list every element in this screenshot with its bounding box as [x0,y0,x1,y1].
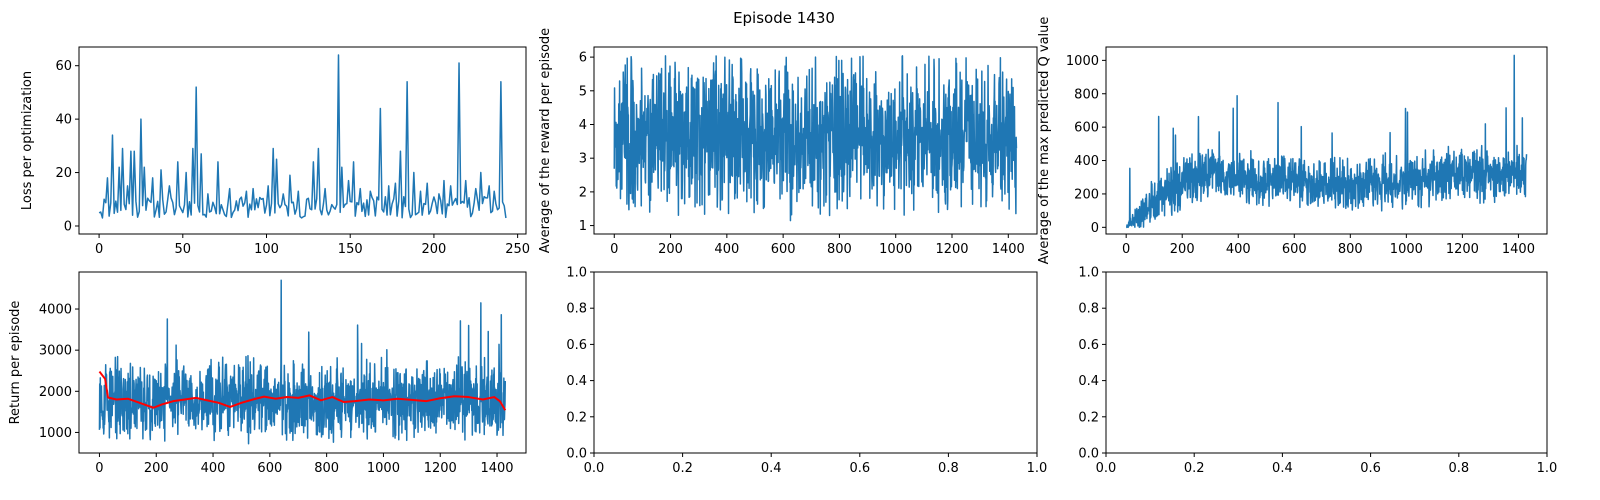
axes-frame [78,46,527,235]
y-tick-label: 1.0 [1078,266,1099,281]
x-tick-label: 200 [144,461,169,476]
y-tick-label: 800 [1074,87,1099,102]
x-tick-label: 100 [254,242,279,257]
y-axis-label: Average of the reward per episode [538,28,553,253]
axes-frame [1105,271,1548,454]
x-tick-label: 0 [610,242,618,257]
x-tick-label: 1000 [1390,242,1423,257]
axes-frame [593,46,1038,235]
y-tick-label: 0.8 [566,302,587,317]
x-tick-label: 400 [1226,242,1251,257]
x-tick-label: 1400 [480,461,513,476]
y-tick-label: 3000 [39,344,72,359]
axes-frame [78,271,527,454]
y-tick-label: 6 [579,51,587,66]
x-tick-label: 800 [314,461,339,476]
y-tick-label: 1 [579,219,587,234]
y-tick-label: 0.6 [1078,338,1099,353]
x-tick-label: 600 [257,461,282,476]
subplot-loss: 0 50 100 150 200 250 0 20 40 60 Loss per optimizat… [20,46,530,257]
y-tick-label: 20 [55,166,72,181]
x-tick-label: 200 [1170,242,1195,257]
y-tick-label: 1.0 [566,266,587,281]
subplot-avg-reward: 0 200 400 600 800 1000 1200 1400 1 2 3 4 5 6 Average o… [538,28,1038,257]
x-tick-label: 0.0 [584,461,605,476]
y-tick-label: 60 [55,59,72,74]
x-tick-label: 250 [505,242,530,257]
y-axis-label: Average of the max predicted Q value [1037,17,1052,265]
x-tick-label: 1000 [367,461,400,476]
y-tick-label: 0 [1091,221,1099,236]
x-tick-label: 0.6 [849,461,870,476]
y-tick-label: 0.0 [566,447,587,462]
x-tick-label: 0.8 [938,461,959,476]
axes-frame [1105,46,1548,235]
y-tick-label: 40 [55,113,72,128]
x-tick-label: 0.4 [761,461,782,476]
series-line-avg-reward [613,55,1018,222]
x-tick-label: 600 [1282,242,1307,257]
x-tick-label: 1200 [1446,242,1479,257]
x-tick-label: 1000 [879,242,912,257]
subplot-empty-1: 0.0 0.2 0.4 0.6 0.8 1.0 0.0 0.2 0.4 0.6 0.8 1.0 [566,266,1047,477]
x-tick-label: 800 [1338,242,1363,257]
x-tick-label: 200 [422,242,447,257]
x-tick-label: 200 [658,242,683,257]
x-tick-label: 1400 [992,242,1025,257]
x-tick-label: 1.0 [1537,461,1558,476]
x-tick-label: 1400 [1502,242,1535,257]
y-tick-label: 0.4 [1078,374,1099,389]
x-tick-label: 0.0 [1096,461,1117,476]
x-tick-label: 0 [95,461,103,476]
series-line-max-q [1125,54,1528,229]
y-tick-label: 1000 [1066,54,1099,69]
y-tick-label: 3 [579,152,587,167]
y-tick-label: 400 [1074,154,1099,169]
subplot-empty-2: 0.0 0.2 0.4 0.6 0.8 1.0 0.0 0.2 0.4 0.6 0.8 1.0 [1078,266,1557,477]
x-tick-label: 1200 [424,461,457,476]
x-tick-label: 0.6 [1360,461,1381,476]
axes-frame [593,271,1038,454]
x-tick-label: 400 [201,461,226,476]
x-tick-label: 150 [338,242,363,257]
figure-suptitle: Episode 1430 [733,9,835,27]
y-tick-label: 1000 [39,426,72,441]
y-tick-label: 0.2 [1078,410,1099,425]
x-tick-label: 0 [95,242,103,257]
series-line-loss [98,54,507,219]
series-line-moving-average [98,370,507,411]
subplot-max-q: 0 200 400 600 800 1000 1200 1400 0 200 400 600 800 10… [1037,17,1548,265]
y-tick-label: 0.2 [566,410,587,425]
x-tick-label: 0.2 [672,461,693,476]
x-tick-label: 0.4 [1272,461,1293,476]
y-axis-label: Return per episode [8,301,23,425]
y-axis-label: Loss per optimization [20,71,35,210]
x-tick-label: 50 [175,242,192,257]
y-tick-label: 0.8 [1078,302,1099,317]
y-tick-label: 5 [579,84,587,99]
x-tick-label: 600 [771,242,796,257]
x-tick-label: 0 [1122,242,1130,257]
y-tick-label: 600 [1074,121,1099,136]
y-tick-label: 0.0 [1078,447,1099,462]
x-tick-label: 1200 [935,242,968,257]
series-line-return [98,279,507,445]
y-tick-label: 4 [579,118,587,133]
y-tick-label: 0.6 [566,338,587,353]
y-tick-label: 0.4 [566,374,587,389]
y-tick-label: 2000 [39,385,72,400]
subplot-return: 0 200 400 600 800 1000 1200 1400 1000 2000 3000 400… [8,271,527,476]
x-tick-label: 800 [827,242,852,257]
x-tick-label: 0.2 [1184,461,1205,476]
x-tick-label: 0.8 [1448,461,1469,476]
y-tick-label: 0 [64,219,72,234]
y-tick-label: 2 [579,185,587,200]
y-tick-label: 200 [1074,187,1099,202]
y-tick-label: 4000 [39,303,72,318]
x-tick-label: 400 [714,242,739,257]
x-tick-label: 1.0 [1027,461,1048,476]
